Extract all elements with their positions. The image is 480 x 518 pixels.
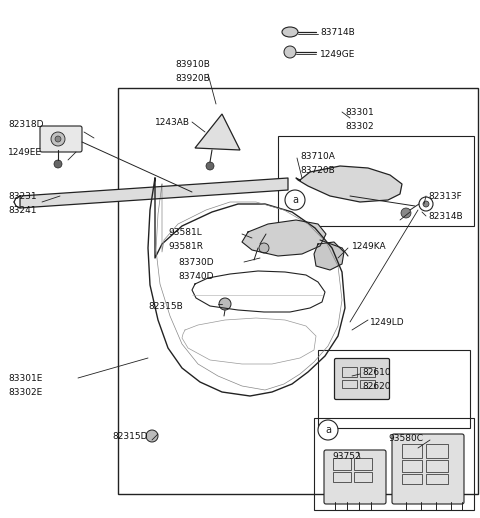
Text: 1249GE: 1249GE: [320, 50, 355, 59]
Bar: [342, 380, 357, 388]
Text: 83241: 83241: [8, 206, 36, 215]
Bar: [354, 458, 372, 470]
Circle shape: [54, 160, 62, 168]
Text: 83301: 83301: [345, 108, 374, 117]
Text: 1249EE: 1249EE: [8, 148, 42, 157]
Ellipse shape: [282, 27, 298, 37]
Bar: [278, 136, 474, 226]
Text: 1243AB: 1243AB: [155, 118, 190, 127]
Text: 1249LD: 1249LD: [370, 318, 405, 327]
Bar: [318, 350, 470, 428]
FancyBboxPatch shape: [335, 358, 389, 399]
Circle shape: [259, 243, 269, 253]
Text: 93580C: 93580C: [388, 434, 423, 443]
Bar: [402, 444, 422, 458]
Bar: [342, 367, 357, 377]
Text: 82315B: 82315B: [148, 302, 183, 311]
Polygon shape: [296, 166, 402, 202]
Bar: [402, 474, 422, 484]
Bar: [360, 380, 375, 388]
FancyBboxPatch shape: [40, 126, 82, 152]
Text: 83231: 83231: [8, 192, 36, 201]
Text: 82315D: 82315D: [112, 432, 147, 441]
Text: 82318D: 82318D: [8, 120, 44, 129]
Text: 83740D: 83740D: [178, 272, 214, 281]
Text: 83730D: 83730D: [178, 258, 214, 267]
Bar: [118, 88, 478, 494]
Bar: [426, 444, 448, 458]
Bar: [354, 472, 372, 482]
Circle shape: [51, 132, 65, 146]
Text: 1249KA: 1249KA: [352, 242, 386, 251]
Text: 82610: 82610: [362, 368, 391, 377]
Circle shape: [284, 46, 296, 58]
Text: 83302E: 83302E: [8, 388, 42, 397]
Circle shape: [55, 136, 61, 142]
FancyBboxPatch shape: [392, 434, 464, 504]
Polygon shape: [195, 114, 240, 150]
Text: 83910B: 83910B: [175, 60, 210, 69]
FancyBboxPatch shape: [324, 450, 386, 504]
Circle shape: [285, 190, 305, 210]
Polygon shape: [20, 178, 288, 208]
Text: 93752: 93752: [332, 452, 360, 461]
Circle shape: [219, 298, 231, 310]
Bar: [426, 460, 448, 472]
Circle shape: [401, 208, 411, 218]
Text: 93581L: 93581L: [168, 228, 202, 237]
Text: 82314B: 82314B: [428, 212, 463, 221]
Bar: [402, 460, 422, 472]
Text: 82313F: 82313F: [428, 192, 462, 201]
Bar: [314, 418, 474, 510]
Text: 83302: 83302: [345, 122, 373, 131]
Bar: [360, 367, 375, 377]
Text: 83920B: 83920B: [175, 74, 210, 83]
Text: a: a: [292, 195, 298, 205]
Bar: [333, 472, 351, 482]
Text: 93581R: 93581R: [168, 242, 203, 251]
Circle shape: [206, 162, 214, 170]
Text: 83714B: 83714B: [320, 28, 355, 37]
Text: 83720B: 83720B: [300, 166, 335, 175]
Polygon shape: [314, 242, 344, 270]
Text: 82620: 82620: [362, 382, 391, 391]
Polygon shape: [242, 220, 326, 256]
Bar: [333, 458, 351, 470]
Bar: [426, 474, 448, 484]
Circle shape: [419, 197, 433, 211]
Circle shape: [318, 420, 338, 440]
Text: 83301E: 83301E: [8, 374, 42, 383]
Circle shape: [146, 430, 158, 442]
Circle shape: [423, 201, 429, 207]
Text: a: a: [325, 425, 331, 435]
Text: 83710A: 83710A: [300, 152, 335, 161]
